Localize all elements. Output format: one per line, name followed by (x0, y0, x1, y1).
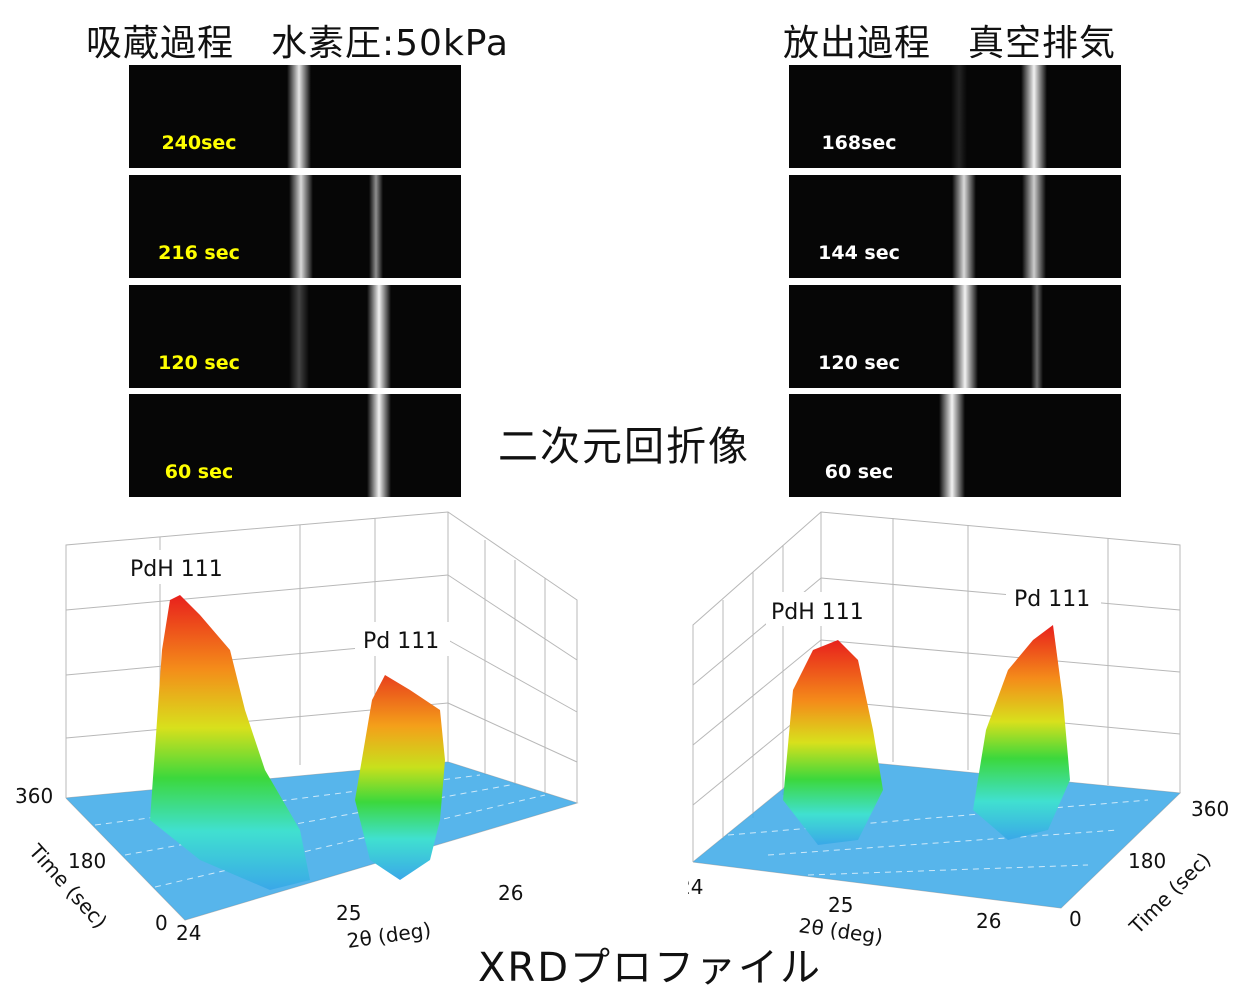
left-panel-1: 240sec (129, 65, 461, 168)
left-panel-2: 216 sec (129, 175, 461, 278)
right-time-tick-180: 180 (1128, 849, 1166, 873)
left-theta-tick-26: 26 (498, 881, 523, 905)
left-title: 吸蔵過程 水素圧:50kPa (86, 23, 509, 64)
left-time-tick-180: 180 (68, 849, 106, 873)
left-time-tick-0: 0 (155, 911, 168, 935)
left-panel-2-time: 216 sec (158, 242, 240, 264)
left-theta-tick-25: 25 (336, 901, 361, 925)
right-panel-1-time: 168sec (821, 132, 897, 154)
right-panel-3-time: 120 sec (818, 352, 900, 374)
diffraction-image-label: 二次元回折像 (498, 424, 750, 470)
right-theta-axis-label: 2θ (deg) (797, 913, 884, 949)
left-panel-3: 120 sec (129, 285, 461, 388)
left-panel-4: 60 sec (129, 394, 461, 497)
right-time-tick-360: 360 (1191, 797, 1229, 821)
xrd-profile-label: XRDプロファイル (478, 945, 822, 991)
left-xrd-plot: PdH 111 Pd 111 360 180 0 Time (sec) 24 2… (15, 511, 579, 953)
right-title: 放出過程 真空排気 (783, 23, 1117, 64)
right-pd-label: Pd 111 (1014, 587, 1090, 612)
left-time-tick-360: 360 (15, 784, 53, 808)
right-panel-4: 60 sec (789, 394, 1121, 497)
left-panel-4-time: 60 sec (164, 461, 234, 483)
left-pd-label: Pd 111 (363, 629, 439, 654)
right-panel-2-time: 144 sec (818, 242, 900, 264)
right-panel-2: 144 sec (789, 175, 1121, 278)
right-theta-tick-25: 25 (828, 893, 853, 917)
left-panel-3-time: 120 sec (158, 352, 240, 374)
left-theta-tick-24: 24 (176, 921, 201, 945)
right-panel-1: 168sec (789, 65, 1121, 168)
right-time-tick-0: 0 (1069, 907, 1082, 931)
left-pdh-label: PdH 111 (130, 557, 223, 582)
left-panel-1-time: 240sec (161, 132, 237, 154)
right-panel-3: 120 sec (789, 285, 1121, 388)
right-theta-tick-24: 24 (688, 875, 703, 899)
right-panel-4-time: 60 sec (824, 461, 894, 483)
right-xrd-plot: PdH 111 Pd 111 360 180 0 Time (sec) 24 2… (688, 511, 1229, 949)
right-theta-tick-26: 26 (976, 909, 1001, 933)
right-pdh-label: PdH 111 (771, 600, 864, 625)
